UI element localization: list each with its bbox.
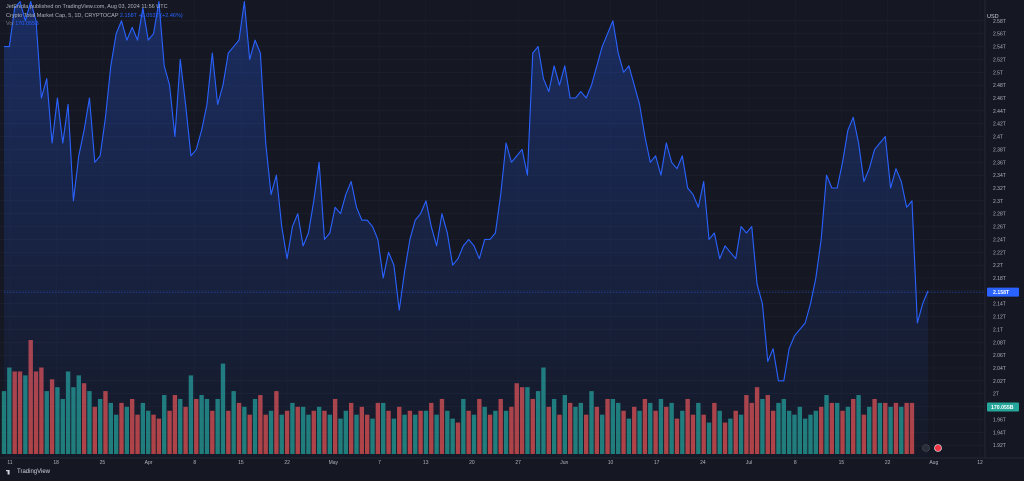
y-tick-label: 2.22T	[993, 250, 1006, 256]
x-tick-label: 18	[53, 460, 59, 466]
brand-label: TradingView	[17, 469, 51, 475]
x-tick-label: 24	[700, 460, 706, 466]
x-tick-label: May	[329, 460, 339, 466]
y-tick-label: 2.5T	[993, 70, 1003, 76]
x-tick-label: 10	[608, 460, 614, 466]
y-tick-label: 2.52T	[993, 57, 1006, 63]
price-line	[4, 1, 985, 382]
price-tag-label: 2.158T	[993, 290, 1010, 296]
y-tick-label: 2.14T	[993, 302, 1006, 308]
y-tick-label: 2.28T	[993, 212, 1006, 218]
price-tag-bg	[987, 287, 1019, 297]
y-tick-label: 2.38T	[993, 147, 1006, 153]
y-tick-label: 2.34T	[993, 173, 1006, 179]
x-tick-label: Jun	[560, 460, 568, 466]
price-area-fill	[4, 1, 928, 458]
price-line-path	[4, 1, 929, 382]
event-marker-icon	[922, 444, 930, 452]
symbol-legend[interactable]: Crypto Total Market Cap, 5, 1D, CRYPTOCA…	[6, 13, 183, 19]
tradingview-logo-icon	[6, 469, 10, 475]
x-tick-label: 12	[977, 460, 983, 466]
volume-tag-label: 170.055B	[991, 405, 1014, 411]
flag-marker-icon	[934, 444, 942, 452]
volume-tag-bg	[987, 402, 1019, 412]
x-tick-label: 25	[100, 460, 106, 466]
x-tick-label: 27	[515, 460, 521, 466]
x-tick-label: 20	[469, 460, 475, 466]
x-tick-label: 22	[885, 460, 891, 466]
y-tick-label: 2.36T	[993, 160, 1006, 166]
x-tick-label: 15	[238, 460, 244, 466]
y-tick-label: 2.08T	[993, 340, 1006, 346]
x-tick-label: 11	[7, 460, 12, 466]
y-tick-label: 2.2T	[993, 263, 1003, 269]
y-tick-label: 1.96T	[993, 417, 1006, 423]
y-tick-label: 2.06T	[993, 353, 1006, 359]
y-tick-label: 2.4T	[993, 135, 1003, 141]
x-tick-label: 17	[654, 460, 660, 466]
y-tick-label: 2.54T	[993, 45, 1006, 51]
y-tick-label: 2.48T	[993, 83, 1006, 89]
y-tick-label: 2.1T	[993, 327, 1003, 333]
y-tick-label: 2.26T	[993, 225, 1006, 231]
x-tick-label: Apr	[145, 460, 153, 466]
x-tick-label: 8	[193, 460, 196, 466]
y-tick-label: 2.24T	[993, 237, 1006, 243]
y-tick-label: 2.42T	[993, 122, 1006, 128]
x-tick-label: 13	[423, 460, 429, 466]
y-tick-label: 2.12T	[993, 315, 1006, 321]
y-tick-label: 2.32T	[993, 186, 1006, 192]
y-tick-label: 2.58T	[993, 19, 1006, 25]
x-tick-label: 15	[839, 460, 845, 466]
y-tick-label: 1.92T	[993, 443, 1006, 449]
x-tick-label: Aug	[929, 460, 938, 466]
volume-value: 170.055B	[15, 21, 39, 27]
y-tick-label: 2.44T	[993, 109, 1006, 115]
x-tick-label: Jul	[746, 460, 752, 466]
y-tick-label: 2.3T	[993, 199, 1003, 205]
x-tick-label: 22	[284, 460, 290, 466]
price-area	[4, 1, 928, 458]
x-tick-label: 8	[794, 460, 797, 466]
volume-legend[interactable]: Vol 170.055B	[6, 21, 39, 27]
price-value: 2.158T	[119, 13, 137, 19]
currency-label[interactable]: USD	[987, 14, 999, 20]
volume-label: Vol	[6, 21, 14, 27]
x-tick-label: 7	[378, 460, 381, 466]
publisher-line: JetEncila published on TradingView.com, …	[6, 4, 168, 10]
y-tick-label: 1.94T	[993, 430, 1006, 436]
axes: 2.58T 2.56T 2.54T 2.52T 2.5T 2.48T 2.46T 2.44T 2…	[0, 0, 1024, 466]
symbol-title: Crypto Total Market Cap, 5, 1D, CRYPTOCA…	[6, 13, 119, 19]
y-tick-label: 2T	[993, 392, 999, 398]
y-tick-label: 2.02T	[993, 379, 1006, 385]
y-tick-label: 2.18T	[993, 276, 1006, 282]
y-tick-label: 2.04T	[993, 366, 1006, 372]
price-change: +0.053T (+2.46%)	[138, 13, 183, 19]
y-tick-label: 2.46T	[993, 96, 1006, 102]
y-tick-label: 2.56T	[993, 32, 1006, 38]
tradingview-brand[interactable]: TradingView	[6, 469, 50, 475]
